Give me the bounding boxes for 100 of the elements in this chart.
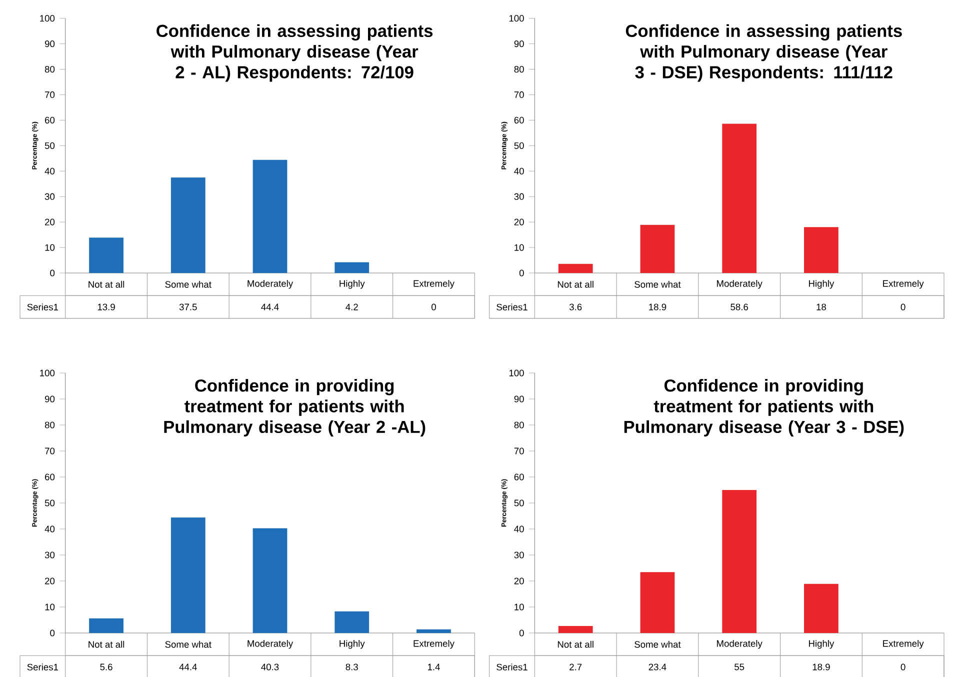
x-tick-label: Highly: [809, 280, 834, 289]
data-label: 5.6: [100, 664, 112, 670]
bar: [804, 227, 838, 273]
x-tick-label: Not at all: [88, 280, 124, 288]
bar: [640, 224, 675, 273]
y-tick-label: 100: [509, 15, 524, 22]
data-label: 0: [432, 304, 436, 310]
x-tick-label: Some what: [634, 280, 681, 288]
y-tick-label: 60: [45, 474, 55, 480]
text: Confidence in assessing patients with Pulmonary disease (Year 2 - AL) Respondents: 72/109: [156, 24, 433, 82]
y-tick-label: 70: [514, 91, 524, 98]
x-tick-label: Moderately: [248, 280, 294, 289]
data-label: 8.3: [346, 664, 358, 670]
data-label: 18: [816, 304, 826, 310]
y-tick-label: 90: [514, 40, 524, 48]
bar: [252, 160, 288, 273]
data-label: 44.4: [261, 304, 279, 310]
y-tick-label: 40: [514, 168, 524, 174]
data-label: 58.6: [730, 304, 748, 310]
y-tick-label: 40: [44, 526, 55, 532]
y-tick-label: 60: [514, 474, 524, 480]
bar: [170, 518, 206, 633]
bar: [558, 264, 593, 273]
data-label: 4.2: [346, 304, 358, 310]
data-label: 23.4: [648, 664, 666, 670]
x-tick-label: Moderately: [717, 640, 762, 649]
y-tick-label: 20: [514, 578, 524, 584]
y-tick-label: 100: [40, 15, 55, 22]
y-tick-label: 80: [44, 66, 55, 73]
bar: [804, 584, 838, 633]
bar: [722, 490, 757, 633]
x-tick-label: Highly: [809, 640, 834, 649]
data-label: 13.9: [98, 304, 115, 310]
x-tick-label: Not at all: [558, 640, 594, 648]
data-label: 2.7: [570, 664, 582, 670]
x-tick-label: Some what: [634, 640, 681, 648]
y-tick-label: 60: [45, 116, 55, 124]
y-tick-label: 70: [45, 448, 55, 454]
bar: [416, 629, 451, 633]
y-tick-label: 60: [514, 116, 524, 124]
x-tick-label: Extremely: [414, 280, 454, 289]
data-label: 55: [734, 664, 744, 670]
y-tick-label: 30: [44, 552, 55, 558]
x-tick-label: Moderately: [248, 640, 294, 649]
text: Series1: [496, 664, 528, 670]
y-tick-label: 30: [44, 193, 55, 200]
y-tick-label: 0: [519, 270, 524, 276]
y-tick-label: 100: [40, 370, 55, 376]
bar: [640, 572, 675, 633]
x-tick-label: Extremely: [414, 640, 454, 649]
y-tick-label: 20: [45, 218, 55, 226]
bar: [170, 177, 206, 273]
x-tick-label: Extremely: [883, 280, 924, 289]
y-tick-label: 50: [44, 142, 55, 149]
x-tick-label: Not at all: [558, 280, 594, 288]
data-label: 44.4: [179, 664, 197, 670]
data-label: 18.9: [812, 664, 830, 670]
text: Confidence in providing treatment for patients with Pulmonary disease (Year 3 - DSE): [624, 378, 904, 436]
data-label: 37.5: [179, 304, 197, 310]
y-tick-label: 40: [514, 526, 524, 532]
y-tick-label: 80: [514, 422, 524, 428]
bar: [334, 611, 370, 633]
x-tick-label: Highly: [340, 280, 365, 289]
y-tick-label: 10: [514, 244, 524, 251]
y-tick-label: 80: [514, 66, 524, 73]
y-tick-label: 0: [50, 270, 55, 276]
bar: [89, 238, 124, 273]
data-label: 1.4: [428, 664, 440, 670]
y-tick-label: 40: [44, 168, 55, 174]
data-label: 0: [900, 664, 906, 670]
bar: [722, 124, 757, 273]
y-tick-label: 10: [514, 604, 524, 610]
bar: [89, 618, 124, 633]
x-tick-label: Some what: [165, 280, 212, 288]
y-tick-label: 10: [45, 244, 55, 251]
y-tick-label: 50: [44, 500, 55, 506]
text: Series1: [27, 304, 58, 310]
x-tick-label: Extremely: [883, 640, 924, 649]
data-label: 0: [900, 304, 906, 310]
y-tick-label: 50: [514, 142, 524, 149]
y-tick-label: 90: [45, 40, 55, 48]
y-tick-label: 70: [45, 91, 55, 98]
y-tick-label: 90: [45, 396, 55, 402]
text: Series1: [27, 664, 58, 670]
x-tick-label: Moderately: [717, 280, 762, 289]
y-tick-label: 0: [50, 630, 55, 636]
y-tick-label: 20: [45, 578, 55, 584]
text: Series1: [496, 304, 528, 310]
text: Confidence in providing treatment for patients with Pulmonary disease (Year 2 -AL): [164, 378, 426, 436]
bar: [334, 262, 370, 273]
data-label: 40.3: [261, 664, 279, 670]
text: Confidence in assessing patients with Pulmonary disease (Year 3 - DSE) Respondents: 111/112: [626, 24, 902, 82]
x-tick-label: Some what: [165, 640, 212, 648]
data-label: 3.6: [569, 304, 582, 310]
y-tick-label: 50: [514, 500, 524, 506]
y-tick-label: 10: [45, 604, 55, 610]
bar: [252, 528, 288, 633]
y-tick-label: 100: [509, 370, 524, 376]
x-tick-label: Highly: [340, 640, 365, 649]
x-tick-label: Not at all: [88, 640, 124, 648]
